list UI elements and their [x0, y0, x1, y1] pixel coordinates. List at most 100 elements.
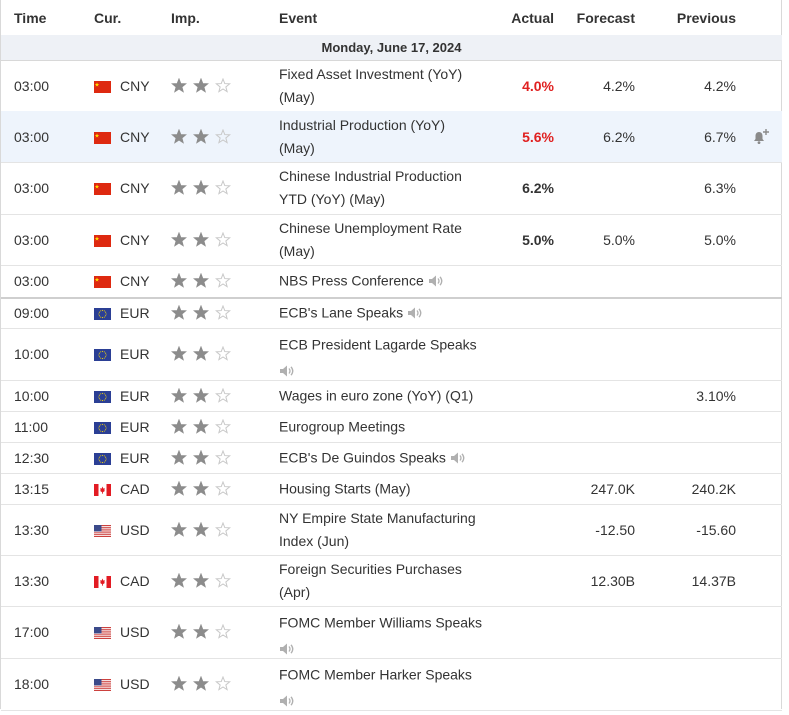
event-name-line1[interactable]: Fixed Asset Investment (YoY) — [279, 65, 463, 82]
header-event[interactable]: Event — [279, 10, 318, 26]
currency-code: CNY — [120, 128, 150, 145]
table-row[interactable]: 12:30 EUR ECB's De Guindos Speaks — [1, 442, 782, 474]
event-name[interactable]: Eurogroup Meetings — [279, 415, 499, 438]
eu-flag-icon — [94, 452, 111, 465]
event-name-line1[interactable]: Housing Starts (May) — [279, 480, 411, 496]
eu-flag-icon — [94, 421, 111, 434]
currency-code: CNY — [120, 77, 150, 94]
event-name-line2[interactable]: (May) — [279, 139, 315, 156]
event-name-line1[interactable]: Chinese Unemployment Rate — [279, 219, 462, 236]
table-row[interactable]: 13:30 USD NY Empire State Manufacturing Ind… — [1, 504, 782, 556]
header-importance[interactable]: Imp. — [171, 10, 200, 26]
event-name-line1[interactable]: Industrial Production (YoY) — [279, 116, 446, 133]
speaker-icon — [428, 272, 444, 287]
table-row[interactable]: 10:00 EUR Wages in euro zone (YoY) (Q1) 3.1… — [1, 380, 782, 412]
previous-value: 5.0% — [704, 231, 736, 248]
header-actual[interactable]: Actual — [511, 10, 554, 26]
table-row[interactable]: 13:30 CAD Foreign Securities Purchases (Apr… — [1, 555, 782, 607]
event-name-line1[interactable]: FOMC Member Harker Speaks — [279, 666, 472, 683]
event-name[interactable]: FOMC Member Williams Speaks — [279, 612, 499, 655]
table-row[interactable]: 03:00 CNY Fixed Asset Investment (YoY) (May… — [1, 60, 782, 112]
china-flag-icon — [94, 234, 111, 247]
event-name-line2[interactable]: (May) — [279, 88, 315, 105]
event-name[interactable]: ECB's De Guindos Speaks — [279, 446, 499, 469]
event-time: 11:00 — [14, 418, 48, 435]
event-name-line1[interactable]: Eurogroup Meetings — [279, 418, 406, 434]
event-time: 13:30 — [14, 572, 50, 589]
speaker-icon — [279, 640, 295, 655]
usa-flag-icon — [94, 678, 111, 691]
importance-stars-icon — [171, 77, 233, 94]
china-flag-icon — [94, 131, 111, 144]
table-row[interactable]: 03:00 CNY Chinese Unemployment Rate (May) 5.… — [1, 214, 782, 266]
event-name-line2[interactable]: YTD (YoY) (May) — [279, 191, 386, 207]
importance-stars-icon — [171, 128, 233, 145]
eu-flag-icon — [94, 307, 111, 320]
header-currency[interactable]: Cur. — [94, 10, 122, 26]
event-name[interactable]: Chinese Industrial Production YTD (YoY) (… — [279, 165, 499, 211]
event-name-line2[interactable]: (May) — [279, 242, 315, 259]
forecast-value: 6.2% — [603, 128, 635, 145]
speaker-icon — [450, 448, 466, 463]
event-name-line1[interactable]: ECB's De Guindos Speaks — [279, 449, 446, 465]
event-name-line2[interactable]: (Apr) — [279, 583, 311, 600]
event-name[interactable]: NBS Press Conference — [279, 270, 499, 293]
header-forecast[interactable]: Forecast — [576, 10, 635, 26]
event-name-line1[interactable]: FOMC Member Williams Speaks — [279, 614, 483, 631]
event-name-line1[interactable]: NBS Press Conference — [279, 272, 424, 289]
event-name-line1[interactable]: Wages in euro zone (YoY) (Q1) — [279, 387, 474, 403]
event-name-line1[interactable]: NY Empire State Manufacturing — [279, 509, 476, 526]
event-name[interactable]: Wages in euro zone (YoY) (Q1) — [279, 384, 499, 407]
event-time: 03:00 — [14, 273, 50, 289]
importance-stars-icon — [171, 304, 233, 321]
event-name-line1[interactable]: ECB President Lagarde Speaks — [279, 336, 477, 353]
event-name[interactable]: NY Empire State Manufacturing Index (Jun) — [279, 507, 499, 553]
day-separator: Monday, June 17, 2024 — [1, 35, 782, 61]
currency-code: CNY — [120, 231, 150, 248]
currency-code: EUR — [120, 304, 150, 321]
table-row[interactable]: 11:00 EUR Eurogroup Meetings — [1, 411, 782, 443]
event-name-line2[interactable]: Index (Jun) — [279, 532, 350, 549]
event-name[interactable]: Foreign Securities Purchases (Apr) — [279, 558, 499, 604]
actual-value: 5.6% — [522, 128, 554, 145]
previous-value: -15.60 — [696, 521, 736, 538]
table-row[interactable]: 13:15 CAD Housing Starts (May) 247.0K 240.2K — [1, 473, 782, 505]
table-row[interactable]: 03:00 CNY NBS Press Conference — [1, 265, 782, 299]
importance-stars-icon — [171, 179, 233, 196]
header-time[interactable]: Time — [14, 10, 47, 26]
event-time: 03:00 — [14, 231, 50, 248]
event-name-line1[interactable]: Chinese Industrial Production — [279, 168, 462, 184]
speaker-icon — [407, 303, 423, 318]
usa-flag-icon — [94, 524, 111, 537]
event-name[interactable]: Fixed Asset Investment (YoY) (May) — [279, 63, 499, 109]
event-name[interactable]: Housing Starts (May) — [279, 477, 499, 500]
importance-stars-icon — [171, 345, 233, 362]
header-previous[interactable]: Previous — [676, 10, 736, 26]
event-name[interactable]: Industrial Production (YoY) (May) — [279, 114, 499, 160]
event-name-line1[interactable]: Foreign Securities Purchases — [279, 560, 462, 577]
currency-code: EUR — [120, 449, 150, 466]
table-row[interactable]: 18:00 USD FOMC Member Harker Speaks — [1, 658, 782, 711]
currency-code: CNY — [120, 273, 150, 289]
table-row[interactable]: 03:00 CNY Industrial Production (YoY) (May)… — [1, 111, 782, 163]
event-name-line1[interactable]: ECB's Lane Speaks — [279, 304, 404, 320]
currency-code: USD — [120, 624, 150, 640]
event-name[interactable]: FOMC Member Harker Speaks — [279, 664, 499, 707]
table-row[interactable]: 17:00 USD FOMC Member Williams Speaks — [1, 606, 782, 659]
forecast-value: 12.30B — [590, 572, 635, 589]
table-row[interactable]: 03:00 CNY Chinese Industrial Production YTD… — [1, 162, 782, 215]
event-name[interactable]: ECB's Lane Speaks — [279, 301, 499, 324]
importance-stars-icon — [171, 387, 233, 404]
event-name[interactable]: Chinese Unemployment Rate (May) — [279, 217, 499, 263]
bell-plus-icon[interactable] — [752, 128, 770, 146]
importance-stars-icon — [171, 418, 233, 435]
importance-stars-icon — [171, 449, 233, 466]
table-row[interactable]: 10:00 EUR ECB President Lagarde Speaks — [1, 328, 782, 381]
forecast-value: -12.50 — [595, 521, 635, 538]
forecast-value: 4.2% — [603, 77, 635, 94]
importance-stars-icon — [171, 231, 233, 248]
table-row[interactable]: 09:00 EUR ECB's Lane Speaks — [1, 297, 782, 329]
event-name[interactable]: ECB President Lagarde Speaks — [279, 334, 499, 377]
actual-value: 5.0% — [522, 231, 554, 248]
